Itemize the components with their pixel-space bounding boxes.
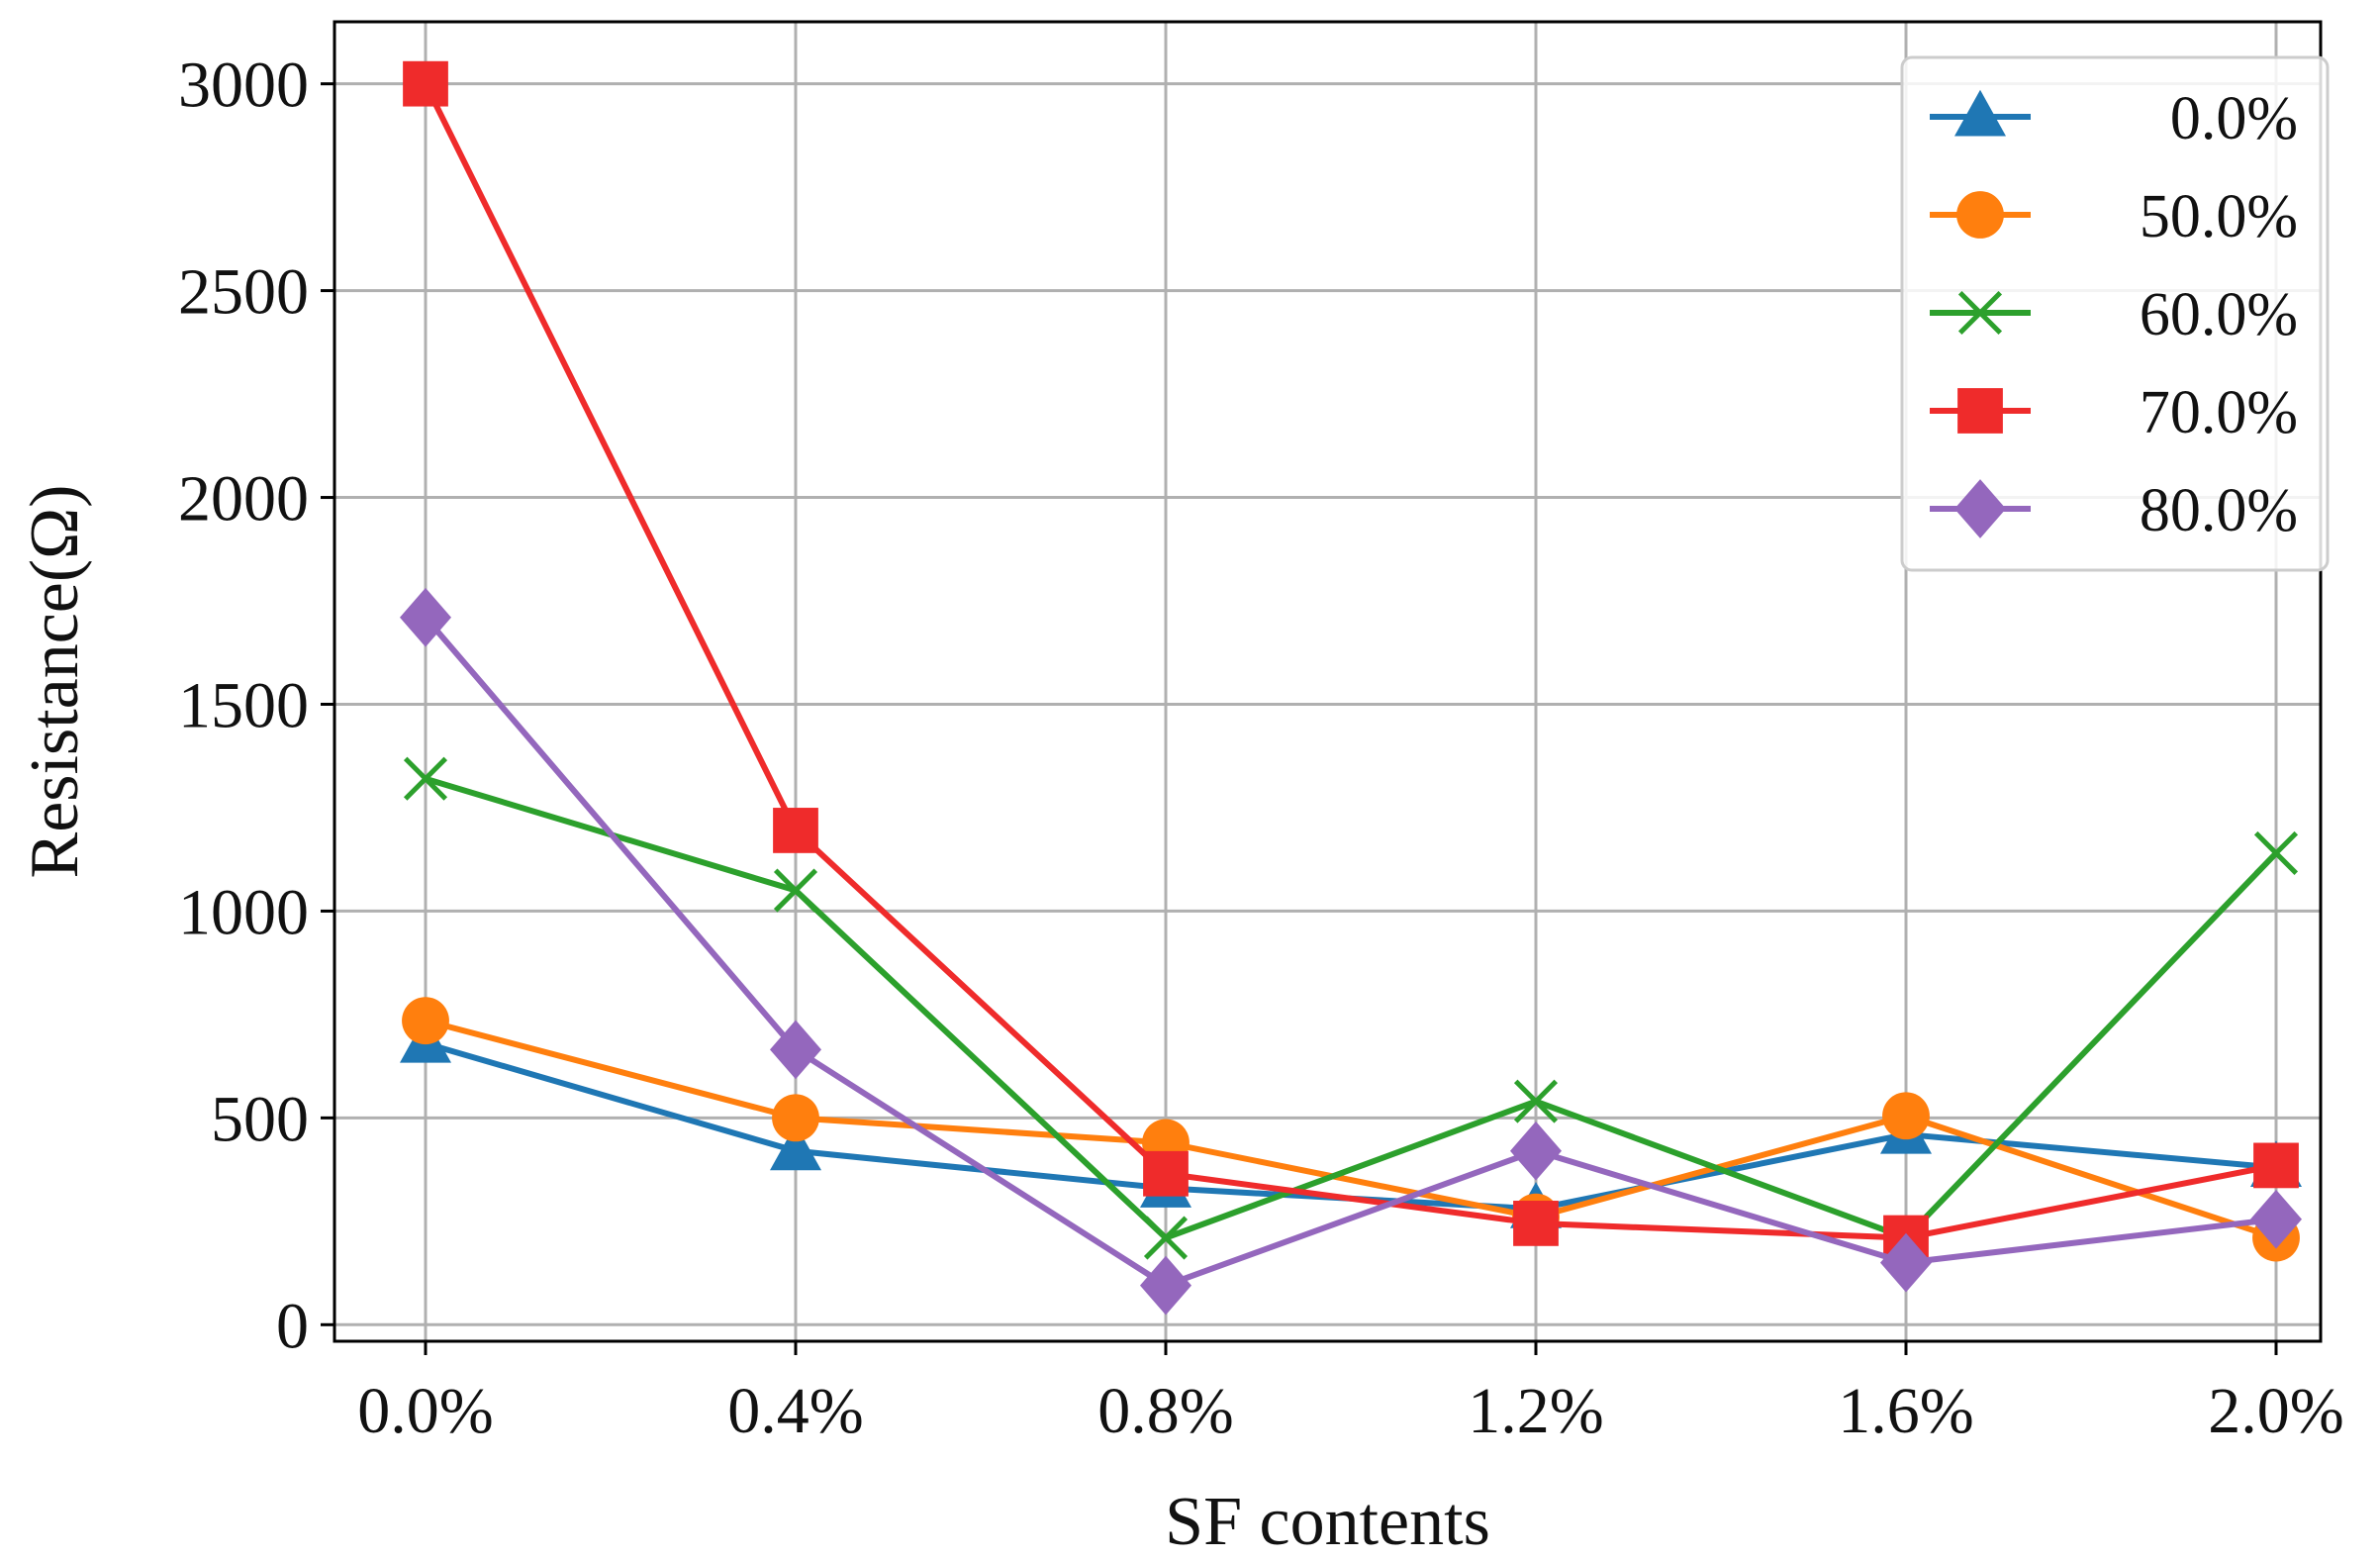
y-tick-label: 2000 [178,463,309,536]
series-5 [400,587,2302,1316]
x-marker-stroke [2253,830,2299,875]
legend-item: 80.0% [1930,477,2298,544]
plot-frame [333,20,2323,1343]
series-line [425,1018,2277,1241]
y-tick-label: 500 [211,1083,309,1155]
data-point [400,587,451,647]
x-tick-label: 2.0% [2208,1375,2343,1447]
x-axis-label: SF contents [1165,1484,1490,1560]
legend-marker [1957,388,2003,434]
data-point [403,60,448,107]
x-marker-stroke [1513,1079,1559,1123]
legend-label: 80.0% [2140,477,2298,544]
x-tick-label: 0.8% [1097,1375,1233,1447]
data-point [1143,1150,1189,1197]
data-point [770,1020,821,1080]
y-tick-label: 1500 [178,669,309,741]
legend-marker [1956,191,2004,239]
legend-label: 50.0% [2140,183,2298,250]
legend-label: 70.0% [2140,379,2298,446]
series-4 [403,60,2299,1261]
data-point [1880,1232,1932,1293]
legend-item: 70.0% [1930,379,2298,446]
y-tick-label: 3000 [178,49,309,122]
data-point [2253,830,2299,875]
data-point [772,1094,819,1142]
data-point [2250,1189,2302,1249]
series-line [423,82,2277,1241]
x-marker-stroke [403,756,448,801]
legend: 0.0% 50.0% 60.0% 70.0% 80.0% [1900,55,2330,572]
legend-item: 50.0% [1930,183,2298,250]
series-line [423,615,2277,1289]
data-point [403,756,448,801]
data-point [773,808,818,853]
data-point [1513,1079,1559,1123]
y-tick-label: 1000 [178,876,309,948]
x-tick-label: 1.6% [1838,1375,1973,1447]
legend-item: 0.0% [1930,85,2298,152]
legend-marker [1954,89,2006,137]
y-tick-label: 0 [276,1290,309,1362]
data-point [402,997,449,1045]
x-tick-label: 1.2% [1468,1375,1603,1447]
legend-marker [1954,479,2006,538]
legend-label: 0.0% [2170,85,2298,152]
data-point [1510,1121,1562,1181]
series-2 [402,997,2300,1262]
legend-label: 60.0% [2140,281,2298,348]
series-line [425,1040,2277,1213]
series-3 [403,756,2299,1260]
y-axis-label: Resistance(Ω) [17,485,93,879]
legend-item: 60.0% [1930,281,2298,348]
data-point [770,1123,821,1171]
series-line [425,775,2279,1241]
x-marker-stroke [1143,1216,1189,1260]
data-point [773,868,818,913]
y-tick-label: 2500 [178,256,309,329]
legend-marker [1957,290,2003,336]
x-marker-stroke [1957,290,2003,336]
x-tick-label: 0.4% [727,1375,863,1447]
data-point [1513,1201,1559,1246]
data-point [1143,1216,1189,1260]
series-group [400,60,2302,1316]
axis-ticks: 0.0% 0.4% 0.8% 1.2% 1.6% 2.0% 0 500 1000 1500 2000… [178,49,2344,1447]
data-point [1140,1255,1191,1316]
data-point [1882,1092,1930,1140]
legend-box [1900,55,2330,572]
x-tick-label: 0.0% [357,1375,493,1447]
data-point [2253,1142,2299,1189]
x-marker-stroke [773,868,818,913]
